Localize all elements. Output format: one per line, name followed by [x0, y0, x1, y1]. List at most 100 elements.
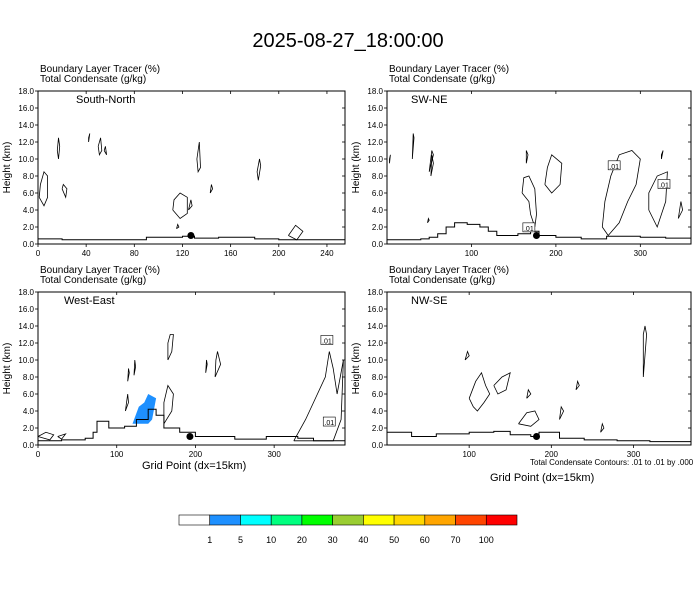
condensate-contour — [525, 150, 529, 164]
y-tick-label: 2.0 — [372, 223, 384, 232]
contour-label: .01 — [322, 338, 332, 345]
y-tick-label: 12.0 — [367, 339, 383, 348]
y-tick-label: 4.0 — [372, 407, 384, 416]
panel-1-header-line2: Total Condensate (g/kg) — [40, 74, 147, 85]
contour-label-box — [657, 179, 671, 189]
x-tick-label: 300 — [627, 450, 641, 459]
condensate-contour — [127, 368, 130, 382]
x-tick-label: 160 — [224, 249, 238, 258]
y-tick-label: 8.0 — [23, 172, 35, 181]
location-marker — [532, 232, 540, 239]
condensate-contour — [38, 170, 48, 207]
condensate-contour — [642, 325, 648, 378]
panel-1-name: South-North — [76, 94, 136, 106]
plot-frame — [37, 90, 346, 245]
y-tick-label: 18.0 — [18, 87, 34, 96]
condensate-contour — [648, 171, 668, 229]
y-tick-label: 14.0 — [367, 322, 383, 331]
condensate-contour — [103, 146, 107, 155]
colorbar-swatch — [209, 514, 241, 526]
y-tick-label: 16.0 — [18, 305, 34, 314]
condensate-contour — [56, 137, 61, 160]
colorbar: 1 5 10 20 30 40 50 60 70 100 — [178, 514, 518, 545]
colorbar-label: 1 — [207, 535, 212, 545]
plot-frame — [386, 90, 692, 245]
y-tick-label: 2.0 — [372, 424, 384, 433]
x-tick-label: 100 — [110, 450, 124, 459]
contour-footnote: Total Condensate Contours: .01 to .01 by… — [530, 458, 694, 467]
y-tick-label: 18.0 — [367, 87, 383, 96]
condensate-contour — [544, 154, 563, 194]
y-tick-label: 14.0 — [18, 322, 34, 331]
y-tick-label: 2.0 — [23, 223, 35, 232]
terrain-line — [38, 408, 346, 442]
x-tick-label: 0 — [36, 450, 41, 459]
plot-frame — [386, 291, 692, 446]
x-tick-label: 120 — [176, 249, 190, 258]
y-axis-label: Height (km) — [351, 142, 362, 194]
condensate-contour — [214, 351, 222, 378]
colorbar-label: 5 — [238, 535, 243, 545]
colorbar-swatch — [393, 514, 426, 526]
contour-label-box — [320, 335, 334, 345]
condensate-contour — [288, 224, 304, 241]
y-tick-label: 18.0 — [367, 288, 383, 297]
y-tick-label: 12.0 — [18, 138, 34, 147]
colorbar-swatch — [270, 514, 303, 526]
condensate-contour — [493, 372, 511, 395]
x-tick-label: 300 — [634, 249, 648, 258]
colorbar-swatch — [485, 514, 518, 526]
location-marker — [187, 232, 195, 239]
x-tick-label: 100 — [462, 450, 476, 459]
y-tick-label: 6.0 — [372, 390, 384, 399]
panel-3-xlabel: Grid Point (dx=15km) — [142, 460, 247, 472]
condensate-contour — [61, 183, 68, 199]
condensate-contour — [176, 223, 180, 230]
condensate-contour — [256, 158, 262, 181]
condensate-contour — [209, 184, 214, 194]
colorbar-label: 30 — [328, 535, 338, 545]
panel-3-header-line1: Boundary Layer Tracer (%) — [40, 265, 161, 276]
colorbar-swatch — [301, 514, 333, 526]
y-tick-label: 12.0 — [18, 339, 34, 348]
condensate-contour — [468, 371, 491, 412]
contour-label-box — [322, 416, 336, 427]
condensate-contour — [428, 150, 434, 172]
location-marker — [533, 433, 541, 440]
panel-2: .01 .01 .01 0.0 2.0 4.0 6.0 8.0 10.0 12.0 14.0 16.0… — [351, 87, 692, 258]
y-tick-label: 10.0 — [18, 356, 34, 365]
y-axis-label: Height (km) — [351, 343, 362, 395]
panel-4: 0.0 2.0 4.0 6.0 8.0 10.0 12.0 14.0 16.0 18.0 100 20… — [351, 288, 692, 459]
x-tick-label: 200 — [545, 450, 559, 459]
y-tick-label: 12.0 — [367, 138, 383, 147]
condensate-contour — [389, 154, 391, 164]
condensate-contour — [196, 141, 201, 174]
x-tick-label: 200 — [189, 450, 203, 459]
y-tick-label: 8.0 — [372, 373, 384, 382]
condensate-contour — [37, 431, 55, 441]
y-tick-label: 16.0 — [367, 305, 383, 314]
panel-2-header-line2: Total Condensate (g/kg) — [389, 74, 496, 85]
y-tick-label: 6.0 — [23, 390, 35, 399]
y-tick-label: 4.0 — [23, 407, 35, 416]
location-marker — [186, 433, 194, 440]
x-tick-label: 100 — [465, 249, 479, 258]
condensate-contour — [521, 175, 537, 228]
colorbar-label: 60 — [420, 535, 430, 545]
panel-1-header-line1: Boundary Layer Tracer (%) — [40, 64, 161, 75]
condensate-contour — [133, 359, 137, 376]
condensate-contour — [427, 217, 430, 224]
contour-label: .01 — [659, 183, 669, 190]
panel-1: 0.0 2.0 4.0 6.0 8.0 10.0 12.0 14.0 16.0 18.0 0 40 80… — [2, 87, 346, 258]
y-tick-label: 16.0 — [18, 104, 34, 113]
y-tick-label: 2.0 — [23, 424, 35, 433]
y-tick-label: 14.0 — [18, 121, 34, 130]
x-tick-label: 200 — [549, 249, 563, 258]
contour-label: .01 — [524, 226, 534, 233]
y-tick-label: 0.0 — [372, 441, 384, 450]
y-tick-label: 0.0 — [23, 240, 35, 249]
contour-label-box — [522, 222, 536, 233]
colorbar-swatch — [424, 514, 456, 526]
panel-4-name: NW-SE — [411, 295, 448, 307]
colorbar-label: 50 — [389, 535, 399, 545]
